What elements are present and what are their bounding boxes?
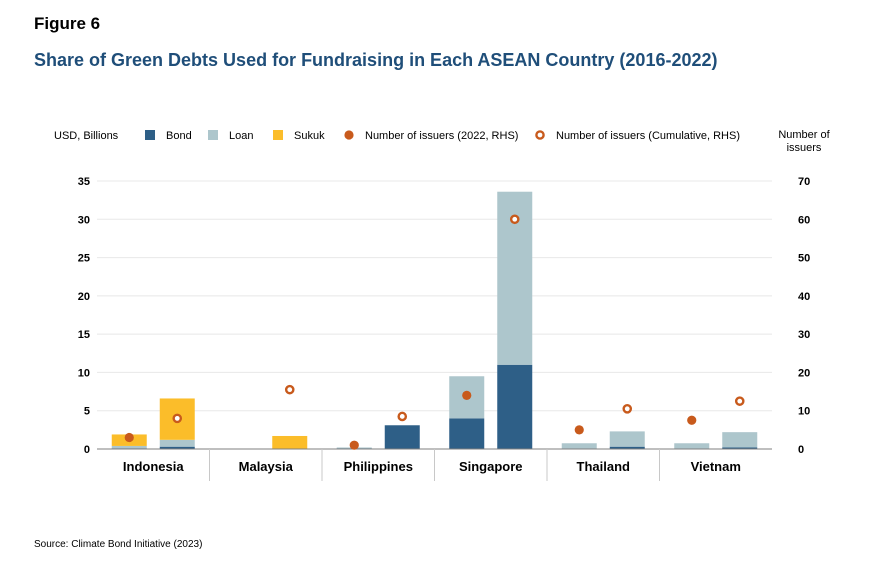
bar-loan-2022: [111, 445, 147, 449]
y2-tick-label: 70: [798, 176, 810, 188]
issuers-cumulative-point: [172, 413, 183, 424]
y2-tick-label: 0: [798, 444, 804, 456]
y-tick-label: 20: [78, 291, 90, 303]
y-axis-label: USD, Billions: [54, 130, 119, 142]
bar-loan-2022: [561, 443, 597, 449]
bar-bond-cumulative: [384, 425, 420, 449]
x-tick-label: Singapore: [459, 459, 523, 474]
bar-loan-2022: [674, 443, 710, 449]
issuers-cumulative-point: [734, 396, 745, 406]
right-axis: 0 10 20 30 40 50 60 70: [798, 176, 810, 456]
issuers-2022-point: [574, 425, 584, 435]
chart-title: Share of Green Debts Used for Fundraisin…: [34, 50, 718, 70]
legend-swatch: [535, 130, 545, 140]
bar-bond-cumulative: [722, 447, 758, 449]
issuers-2022-point: [462, 390, 472, 400]
y2-tick-label: 40: [798, 291, 810, 303]
y2-tick-label: 30: [798, 329, 810, 341]
y2-tick-label: 60: [798, 214, 810, 226]
bar-bond-cumulative: [159, 446, 195, 449]
issuers-cumulative-point: [509, 214, 520, 225]
issuer-dots: [124, 214, 745, 450]
figure-label: Figure 6: [34, 14, 101, 33]
bar-bond-cumulative: [497, 364, 533, 449]
x-tick-label: Thailand: [577, 459, 631, 474]
source-note: Source: Climate Bond Initiative (2023): [34, 539, 203, 550]
x-tick-label: Philippines: [344, 459, 413, 474]
x-tick-label: Indonesia: [123, 459, 184, 474]
x-tick-label: Vietnam: [691, 459, 741, 474]
legend-label: Number of issuers (Cumulative, RHS): [556, 130, 740, 142]
y2-tick-label: 50: [798, 253, 810, 265]
issuers-cumulative-point: [284, 384, 295, 395]
bar-sukuk-cumulative: [272, 435, 308, 449]
y2-axis-label: Number of issuers: [778, 129, 830, 154]
bar-loan-cumulative: [159, 439, 195, 447]
bar-loan-cumulative: [722, 432, 758, 448]
y-tick-label: 5: [84, 406, 90, 418]
legend-swatch: [344, 130, 354, 140]
bar-bond-cumulative: [609, 446, 645, 449]
issuers-2022-point: [124, 432, 134, 443]
issuers-2022-point: [687, 415, 697, 425]
y2-tick-label: 20: [798, 367, 810, 379]
left-axis: 0 5 10 15 20 25 30 35: [78, 176, 90, 456]
issuers-cumulative-point: [622, 403, 633, 414]
legend-label: Loan: [229, 130, 253, 142]
x-axis: Indonesia Malaysia Philippines Singapore Tha…: [97, 448, 772, 481]
y-tick-label: 10: [78, 367, 90, 379]
legend-swatch: [208, 130, 218, 140]
y-tick-label: 25: [78, 253, 90, 265]
y-tick-label: 0: [84, 444, 90, 456]
y-tick-label: 30: [78, 214, 90, 226]
legend-swatch: [273, 130, 283, 140]
issuers-cumulative-point: [397, 411, 408, 422]
issuers-2022-point: [349, 440, 359, 450]
y2-tick-label: 10: [798, 406, 810, 418]
y-tick-label: 35: [78, 176, 90, 188]
bar-loan-cumulative: [609, 431, 645, 447]
legend-swatch: [145, 130, 155, 140]
gridlines: [97, 180, 772, 412]
legend: Bond Loan Sukuk Number of issuers (2022, RH…: [145, 130, 740, 142]
y-tick-label: 15: [78, 329, 90, 341]
x-tick-label: Malaysia: [239, 459, 294, 474]
legend-label: Bond: [166, 130, 192, 142]
legend-label: Number of issuers (2022, RHS): [365, 130, 518, 142]
legend-label: Sukuk: [294, 130, 325, 142]
bar-bond-2022: [449, 418, 485, 449]
